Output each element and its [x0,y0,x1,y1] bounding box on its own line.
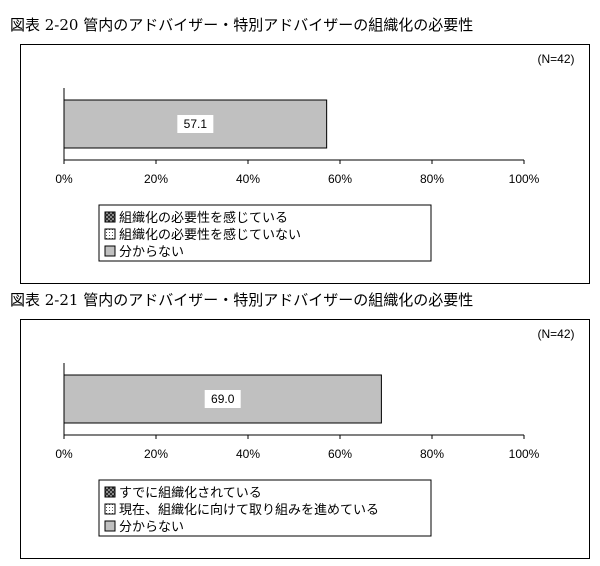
legend-swatch [104,520,116,532]
x-tick-label: 20% [144,172,168,186]
x-tick-label: 0% [55,172,73,186]
legend-label: 組織化の必要性を感じている [119,210,288,225]
data-label-bg [204,390,241,408]
legend-box [98,204,432,262]
legend-swatch [104,503,116,515]
x-tick-label: 40% [236,447,260,461]
data-label: 69.0 [211,392,235,406]
data-label-bg [177,115,214,133]
x-tick-label: 20% [144,447,168,461]
x-tick-label: 60% [328,172,352,186]
legend-label: 分からない [119,519,184,534]
sample-size-note: (N=42) [537,327,574,341]
stacked-bar-chart-1: (N=42)0%20%40%60%80%100%33.39.557.1組織化の必… [55,52,575,262]
legend-swatch [104,486,116,498]
x-tick-label: 60% [328,447,352,461]
stacked-bar-chart-2: (N=42)0%20%40%60%80%100%23.87.169.0すでに組織… [55,327,575,537]
sample-size-note: (N=42) [537,52,574,66]
x-tick-label: 80% [420,172,444,186]
chart-frame-1: (N=42)0%20%40%60%80%100%33.39.557.1組織化の必… [20,44,590,284]
legend-swatch [104,228,116,240]
x-tick-label: 100% [509,447,540,461]
figure-title-2: 図表 2-21 管内のアドバイザー・特別アドバイザーの組織化の必要性 [10,291,474,309]
x-tick-label: 100% [509,172,540,186]
legend-box [98,479,432,537]
legend-label: 現在、組織化に向けて取り組みを進めている [119,502,379,517]
figure-title-1: 図表 2-20 管内のアドバイザー・特別アドバイザーの組織化の必要性 [10,16,474,34]
x-tick-label: 80% [420,447,444,461]
legend-label: 分からない [119,244,184,259]
chart-frame-2: (N=42)0%20%40%60%80%100%23.87.169.0すでに組織… [20,319,590,559]
legend-label: すでに組織化されている [119,485,262,500]
x-tick-label: 0% [55,447,73,461]
data-label: 57.1 [184,117,208,131]
legend-swatch [104,245,116,257]
legend-label: 組織化の必要性を感じていない [119,227,301,242]
legend-swatch [104,211,116,223]
x-tick-label: 40% [236,172,260,186]
